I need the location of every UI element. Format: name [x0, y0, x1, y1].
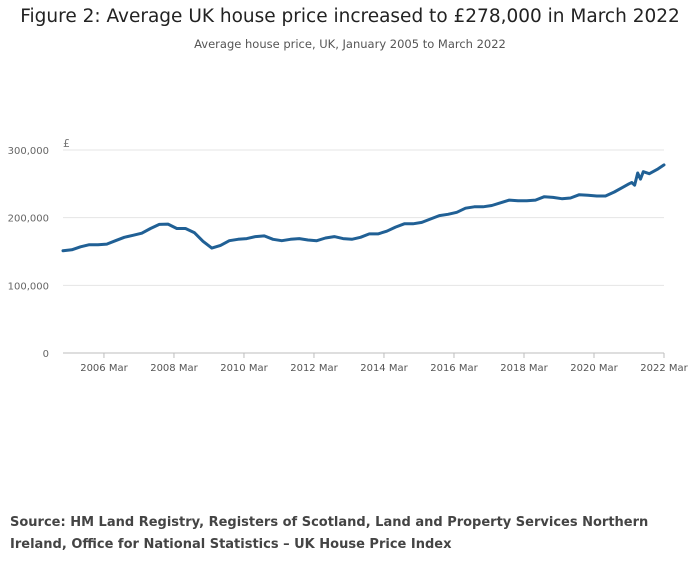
x-tick-label: 2016 Mar: [430, 363, 478, 374]
chart-subtitle: Average house price, UK, January 2005 to…: [194, 37, 506, 51]
y-tick-label: 200,000: [8, 214, 49, 225]
x-tick-label: 2008 Mar: [150, 363, 198, 374]
x-tick-label: 2014 Mar: [360, 363, 408, 374]
chart-title: Figure 2: Average UK house price increas…: [20, 6, 680, 27]
x-tick-label: 2018 Mar: [500, 363, 548, 374]
x-tick-label: 2006 Mar: [80, 363, 128, 374]
y-tick-label: 100,000: [8, 281, 49, 292]
x-tick-label: 2020 Mar: [570, 363, 618, 374]
x-tick-label: 2010 Mar: [220, 363, 268, 374]
y-tick-label: 0: [43, 349, 49, 360]
y-axis-label: £: [63, 137, 70, 150]
y-tick-label: 300,000: [8, 146, 49, 157]
x-tick-label: 2012 Mar: [290, 363, 338, 374]
source-note: Source: HM Land Registry, Registers of S…: [10, 515, 649, 552]
series-line: [61, 163, 666, 253]
x-tick-label: 2022 Mar: [640, 363, 688, 374]
line-chart: 0 100,000 200,000 300,000 £2006 Mar 2008 Mar 2…: [8, 137, 689, 374]
